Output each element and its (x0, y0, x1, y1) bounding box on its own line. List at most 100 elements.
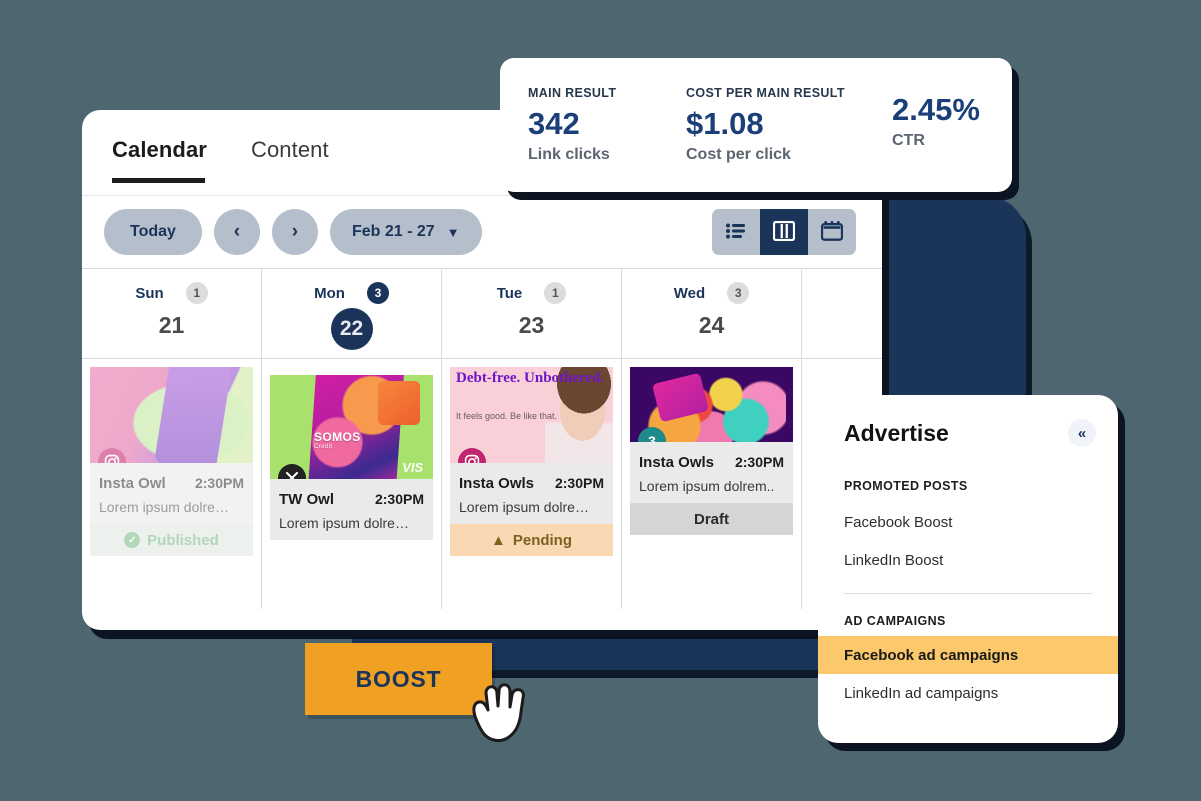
day-header-top: Sun 1 (82, 282, 261, 304)
status-label: Pending (512, 531, 573, 549)
day-of-week-label: Tue (496, 284, 523, 302)
tab-bar: Calendar Content (82, 110, 882, 196)
date-range-selector[interactable]: Feb 21 - 27 ▼ (329, 209, 482, 255)
calendar-icon (820, 220, 844, 244)
metric-label: COST PER MAIN RESULT (686, 86, 845, 100)
metric-value: 342 (528, 106, 580, 141)
day-number-today: 22 (330, 308, 373, 350)
date-range-label: Feb 21 - 27 (351, 223, 435, 240)
card-column-wed: 3 Insta Owls 2:30PM Lorem ipsum dolrem..… (622, 359, 802, 609)
calendar-app-window: Calendar Content Today ‹ › Feb 21 - 27 ▼ (82, 110, 882, 630)
metric-main-result: MAIN RESULT 342 Link clicks (528, 86, 686, 192)
day-header-row: Sun 1 21 Mon 3 22 Tue 1 23 (82, 268, 882, 359)
boost-button[interactable]: BOOST (305, 643, 492, 715)
status-badge-pending: ▲ Pending (450, 524, 613, 556)
day-header-top: Wed 3 (622, 282, 801, 304)
column-view-button[interactable] (760, 209, 808, 255)
post-count-badge: 1 (544, 282, 567, 304)
post-account-name: Insta Owls (639, 454, 715, 471)
post-thumbnail: SOMOS Credit VIS (270, 375, 433, 479)
x-twitter-icon (278, 464, 306, 479)
metric-sublabel: CTR (892, 132, 925, 149)
post-preview-text: Lorem ipsum dolrem.. (639, 478, 775, 494)
post-card-body: Insta Owls 2:30PM Lorem ipsum dolre… (450, 463, 613, 524)
day-header-partial (802, 269, 882, 359)
thumbnail-brand-sub: Credit (314, 444, 333, 451)
section-heading-ad-campaigns: AD CAMPAIGNS (844, 614, 946, 628)
section-heading-promoted-posts: PROMOTED POSTS (844, 479, 968, 493)
day-header-wed[interactable]: Wed 3 24 (622, 269, 802, 359)
day-of-week-label: Sun (135, 284, 164, 302)
post-card-body: Insta Owl 2:30PM Lorem ipsum dolre… (90, 463, 253, 524)
day-header-top: Mon 3 (262, 282, 441, 304)
tab-content[interactable]: Content (251, 137, 329, 169)
post-time: 2:30PM (374, 491, 424, 507)
post-card-body: Insta Owls 2:30PM Lorem ipsum dolrem.. (630, 442, 793, 503)
card-column-mon: SOMOS Credit VIS TW Owl 2 (262, 359, 442, 609)
advertise-title: Advertise (844, 419, 949, 446)
columns-icon (772, 220, 796, 244)
view-toggle-group (712, 209, 856, 255)
post-card-body: TW Owl 2:30PM Lorem ipsum dolre… (270, 479, 433, 540)
thumbnail-brand-name: SOMOS (314, 430, 361, 445)
post-thumbnail: 3 (630, 367, 793, 442)
day-header-tue[interactable]: Tue 1 23 (442, 269, 622, 359)
section-divider (844, 593, 1092, 594)
post-count-badge: 3 (366, 282, 389, 304)
card-column-tue: Debt-free. Unbothered. It feels good. Be… (442, 359, 622, 609)
post-card[interactable]: SOMOS Credit VIS TW Owl 2 (270, 375, 433, 540)
day-number: 24 (698, 312, 725, 338)
check-circle-icon: ✓ (124, 532, 141, 548)
adv-item-facebook-ad-campaigns[interactable]: Facebook ad campaigns (818, 636, 1118, 674)
prev-week-button[interactable]: ‹ (213, 209, 260, 255)
day-number: 21 (158, 312, 185, 338)
post-card-grid: Insta Owl 2:30PM Lorem ipsum dolre… ✓ Pu… (82, 359, 882, 609)
post-account-name: Insta Owls (459, 475, 535, 492)
thumbnail-network-label: VIS (402, 459, 424, 475)
thumbnail-art (90, 367, 253, 463)
card-column-sun: Insta Owl 2:30PM Lorem ipsum dolre… ✓ Pu… (82, 359, 262, 609)
chevron-down-icon: ▼ (446, 224, 460, 240)
thumbnail-art: Debt-free. Unbothered. It feels good. Be… (450, 367, 613, 463)
post-preview-text: Lorem ipsum dolre… (99, 499, 229, 515)
post-meta-row: TW Owl 2:30PM (279, 491, 424, 508)
day-header-top: Tue 1 (442, 282, 621, 304)
post-card[interactable]: Insta Owl 2:30PM Lorem ipsum dolre… ✓ Pu… (90, 367, 253, 556)
post-time: 2:30PM (554, 475, 604, 491)
post-account-name: TW Owl (279, 491, 334, 508)
day-of-week-label: Wed (673, 284, 706, 302)
next-week-button[interactable]: › (271, 209, 318, 255)
thumbnail-brand-label: SOMOS Credit (314, 431, 361, 450)
metric-value: 2.45% (892, 92, 980, 127)
thumbnail-headline: Debt-free. Unbothered. (456, 370, 605, 386)
adv-item-linkedin-ad-campaigns[interactable]: LinkedIn ad campaigns (844, 684, 999, 702)
calendar-toolbar: Today ‹ › Feb 21 - 27 ▼ (82, 196, 882, 268)
adv-item-linkedin-boost[interactable]: LinkedIn Boost (844, 551, 944, 569)
day-header-mon[interactable]: Mon 3 22 (262, 269, 442, 359)
metric-ctr: 2.45% CTR (892, 86, 980, 192)
post-card[interactable]: 3 Insta Owls 2:30PM Lorem ipsum dolrem..… (630, 367, 793, 535)
list-view-button[interactable] (712, 209, 760, 255)
metric-sublabel: Link clicks (528, 146, 610, 163)
post-account-name: Insta Owl (99, 475, 166, 492)
post-meta-row: Insta Owls 2:30PM (459, 475, 604, 492)
status-badge-published: ✓ Published (90, 524, 253, 556)
post-count-badge: 3 (727, 282, 750, 304)
day-number: 23 (518, 312, 545, 338)
today-button[interactable]: Today (104, 209, 202, 255)
instagram-icon (458, 448, 486, 463)
post-preview-text: Lorem ipsum dolre… (459, 499, 589, 515)
adv-item-facebook-boost[interactable]: Facebook Boost (844, 513, 953, 531)
post-count-badge: 1 (185, 282, 208, 304)
tab-content-label: Content (250, 136, 329, 162)
post-meta-row: Insta Owl 2:30PM (99, 475, 244, 492)
calendar-view-button[interactable] (808, 209, 856, 255)
chevron-double-left-icon[interactable]: « (1068, 419, 1096, 447)
tab-calendar[interactable]: Calendar (112, 137, 207, 183)
post-card[interactable]: Debt-free. Unbothered. It feels good. Be… (450, 367, 613, 556)
advertise-header: Advertise « (818, 419, 1118, 447)
metric-value: $1.08 (686, 106, 764, 141)
day-header-sun[interactable]: Sun 1 21 (82, 269, 262, 359)
list-icon (726, 223, 746, 242)
